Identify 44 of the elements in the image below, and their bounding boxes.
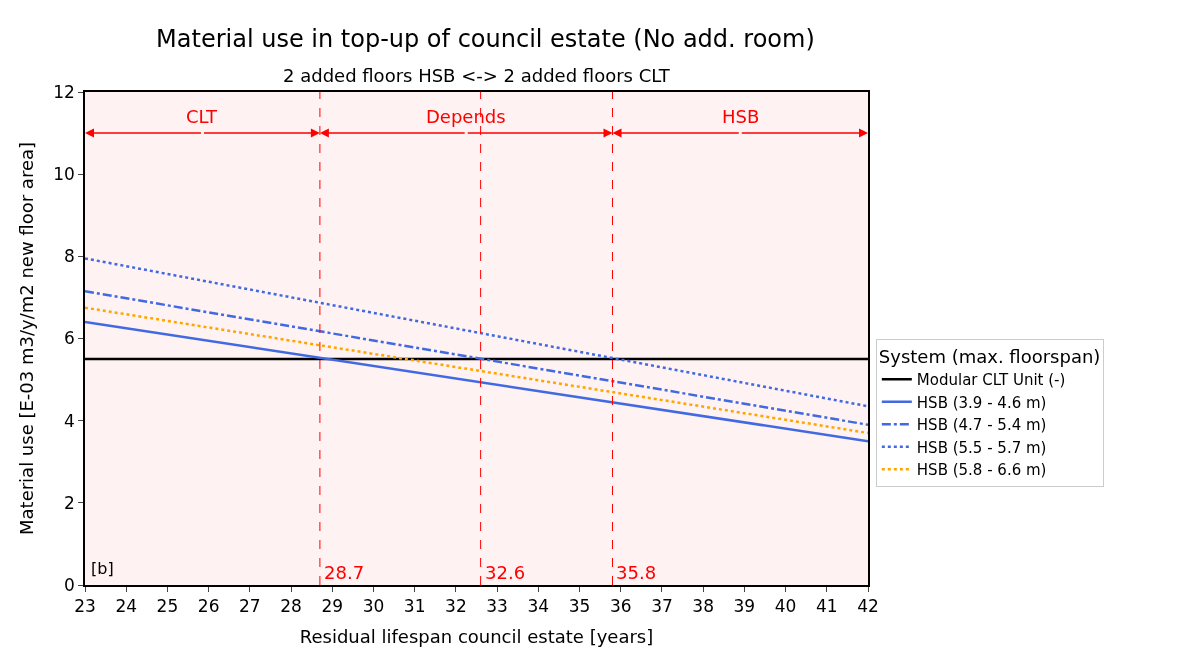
y-tick-label: 2 <box>64 492 75 513</box>
y-axis-title: Material use [E-03 m3/y/m2 new floor area] <box>15 142 37 535</box>
ref-line-label: 35.8 <box>616 562 657 583</box>
x-tick-label: 41 <box>815 596 838 617</box>
x-tick-label: 40 <box>774 596 797 617</box>
legend-title: System (max. floorspan) <box>878 345 1101 367</box>
chart-subtitle: 2 added floors HSB <-> 2 added floors CLT <box>283 65 671 86</box>
x-tick-label: 39 <box>733 596 756 617</box>
x-tick-label: 26 <box>197 596 220 617</box>
x-tick-label: 29 <box>321 596 344 617</box>
x-tick-label: 30 <box>362 596 385 617</box>
x-tick-label: 32 <box>445 596 467 617</box>
legend-label: HSB (5.8 - 6.6 m) <box>916 461 1047 479</box>
y-tick-label: 8 <box>64 246 75 267</box>
ref-line-label: 32.6 <box>485 562 526 583</box>
y-tick-label: 4 <box>64 410 75 431</box>
x-tick-label: 33 <box>486 596 508 617</box>
legend-label: HSB (4.7 - 5.4 m) <box>916 416 1047 434</box>
legend-label: HSB (3.9 - 4.6 m) <box>916 393 1047 412</box>
x-tick-label: 42 <box>857 596 879 617</box>
x-tick-label: 38 <box>692 596 714 617</box>
x-axis-title: Residual lifespan council estate [years] <box>299 625 654 647</box>
x-tick-label: 27 <box>239 596 261 617</box>
x-tick-label: 35 <box>568 596 591 617</box>
y-tick-label: 0 <box>64 574 75 595</box>
y-tick-label: 12 <box>53 81 75 102</box>
band-label: Depends <box>426 106 506 127</box>
y-tick-label: 10 <box>53 164 75 185</box>
x-tick-label: 36 <box>609 596 632 617</box>
chart-title: Material use in top-up of council estate (No add. room) <box>156 24 815 53</box>
band-label: CLT <box>186 106 219 127</box>
x-tick-label: 24 <box>115 596 138 617</box>
x-tick-label: 25 <box>156 596 179 617</box>
annotation: [b] <box>91 559 114 578</box>
legend-label: HSB (5.5 - 5.7 m) <box>916 438 1047 457</box>
x-tick-label: 34 <box>527 596 550 617</box>
x-tick-label: 31 <box>403 596 426 617</box>
x-tick-label: 23 <box>74 596 96 617</box>
legend-label: Modular CLT Unit (-) <box>916 371 1066 389</box>
y-tick-label: 6 <box>64 328 75 349</box>
ref-line-label: 28.7 <box>324 562 365 583</box>
band-label: HSB <box>722 106 760 127</box>
x-tick-label: 28 <box>280 596 302 617</box>
x-tick-label: 37 <box>651 596 673 617</box>
